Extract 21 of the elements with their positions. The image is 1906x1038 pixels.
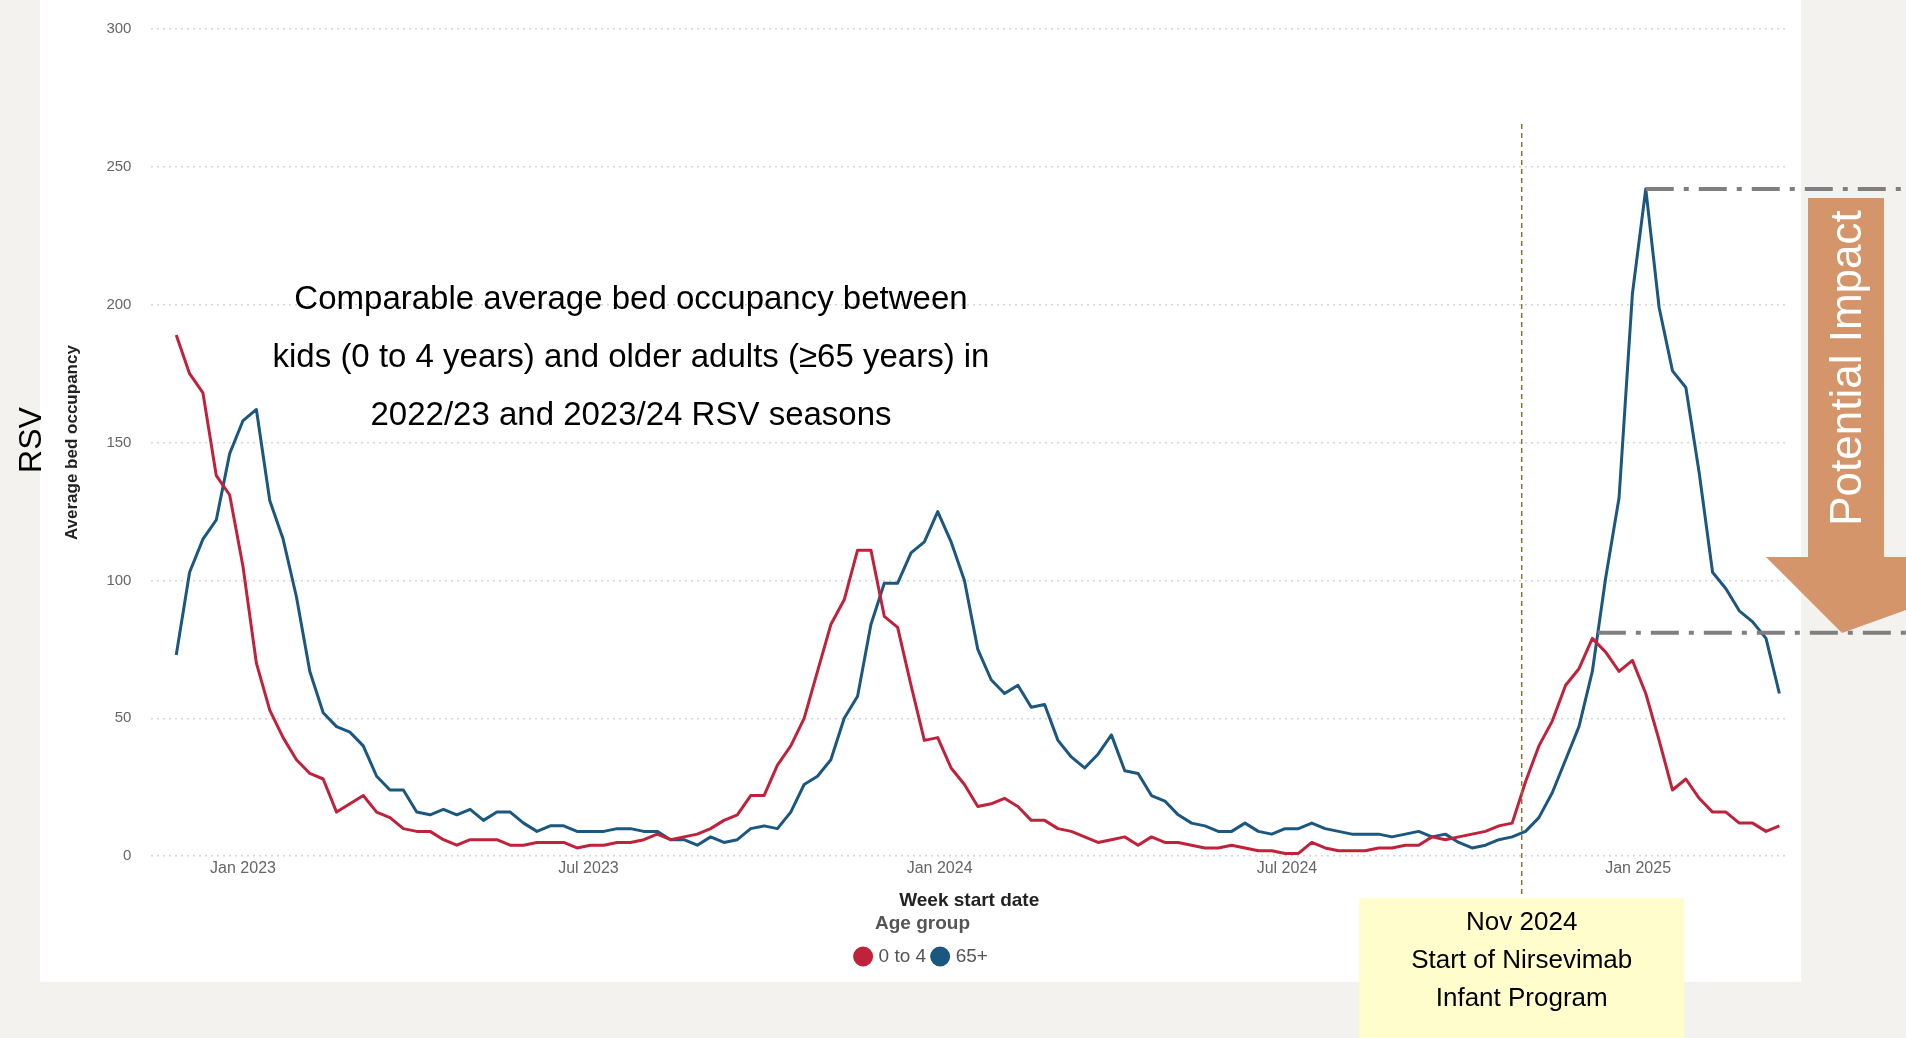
y-tick-label: 50 <box>114 708 132 726</box>
text: Potential Impact <box>1821 210 1871 526</box>
x-tick-label: Jul 2024 <box>1256 859 1318 877</box>
x-tick-label: Jul 2023 <box>558 859 619 877</box>
y-tick-label: 150 <box>106 432 132 450</box>
x-tick-label: Jan 2023 <box>210 859 277 877</box>
legend-label: 65+ <box>955 944 988 966</box>
text: RSV <box>11 406 48 473</box>
x-tick-label: Jan 2025 <box>1605 859 1672 877</box>
y-tick-label: 300 <box>106 19 132 37</box>
annotation: Comparable average bed occupancy between kids (0 to 4 years) and older adults (≥65 years) in 2022/23 and 2023/24 RSV seasons <box>272 279 990 433</box>
x-axis-title: Week start date <box>899 889 1040 911</box>
ref-line-label: Nov 2024 Start of Nirsevimab Infant Program <box>1411 906 1633 1013</box>
legend-title: Age group <box>875 911 970 933</box>
y-tick-label: 0 <box>123 846 132 864</box>
y-tick-label: 200 <box>106 294 132 312</box>
y-tick-label: 250 <box>106 157 132 175</box>
legend-label: 0 to 4 <box>878 944 927 966</box>
y-axis-title: Average bed occupancy <box>61 344 81 541</box>
y-tick-label: 100 <box>106 570 132 588</box>
x-tick-label: Jan 2024 <box>906 859 973 877</box>
